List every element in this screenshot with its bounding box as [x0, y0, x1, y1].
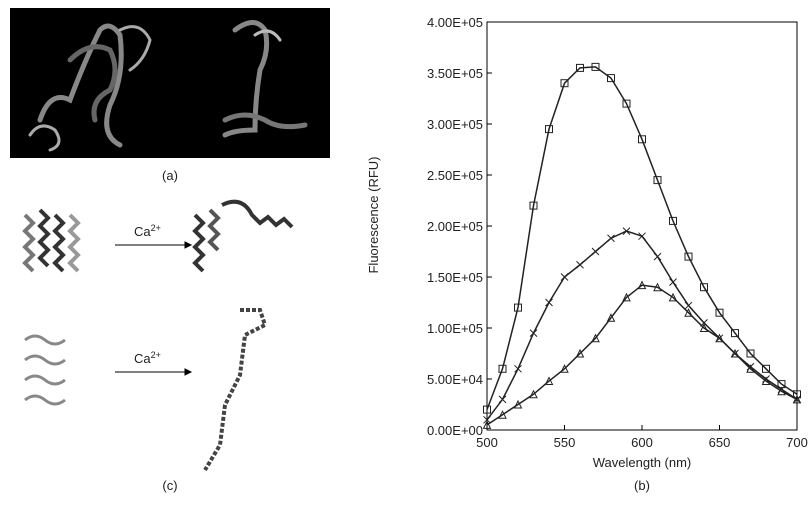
marker-x: [545, 298, 553, 307]
marker-square: [498, 364, 507, 373]
marker-triangle: [482, 420, 492, 429]
y-tick-label: 3.50E+05: [427, 66, 483, 81]
helix-diagrams: [22, 199, 294, 472]
arrow-label: Ca2+: [134, 223, 161, 239]
marker-triangle: [575, 348, 585, 358]
series-line: [486, 284, 798, 426]
y-tick-label: 0.00E+00: [427, 423, 483, 438]
marker-x: [622, 227, 631, 235]
marker-triangle: [529, 389, 538, 399]
x-tick-label: 600: [631, 435, 653, 450]
marker-triangle: [730, 348, 740, 358]
marker-x: [498, 395, 507, 404]
marker-triangle: [622, 292, 631, 302]
marker-x: [684, 301, 693, 310]
marker-triangle: [653, 282, 662, 292]
panel-label: (b): [634, 478, 650, 493]
y-tick-label: 3.00E+05: [427, 117, 483, 132]
marker-x: [653, 252, 662, 261]
arrow-label-base: Ca: [134, 224, 151, 239]
marker-square: [669, 216, 677, 225]
panel-label: (a): [162, 168, 178, 183]
marker-square: [684, 252, 693, 261]
marker-x: [607, 234, 615, 243]
marker-square: [529, 201, 538, 210]
panel-label: (c): [162, 478, 177, 493]
arrow-label-sup: 2+: [151, 350, 161, 360]
marker-square: [715, 308, 724, 317]
protein-image: [10, 8, 330, 158]
series-line: [486, 66, 798, 410]
marker-square: [591, 62, 600, 71]
marker-x: [576, 260, 584, 269]
marker-x: [638, 232, 646, 241]
marker-square: [731, 329, 739, 338]
marker-square: [622, 99, 631, 108]
marker-x: [529, 329, 538, 337]
marker-square: [793, 390, 801, 399]
marker-square: [560, 79, 569, 88]
marker-triangle: [715, 333, 724, 343]
marker-triangle: [746, 364, 755, 373]
marker-triangle: [637, 280, 647, 290]
x-tick-label: 550: [554, 435, 576, 450]
y-tick-label: 2.50E+05: [427, 168, 483, 183]
marker-x: [483, 415, 491, 424]
marker-triangle: [699, 323, 709, 332]
y-tick-label: 4.00E+05: [427, 15, 483, 30]
marker-triangle: [591, 333, 600, 343]
marker-square: [638, 135, 646, 144]
x-axis-label: Wavelength (nm): [593, 455, 692, 470]
marker-triangle: [761, 376, 771, 386]
marker-triangle: [560, 364, 569, 373]
marker-square: [576, 63, 584, 72]
marker-square: [746, 349, 755, 358]
marker-triangle: [498, 410, 507, 419]
marker-x: [591, 247, 600, 256]
marker-square: [762, 364, 770, 373]
protein-ribbons: [28, 20, 308, 152]
marker-triangle: [668, 292, 678, 302]
marker-x: [669, 278, 677, 286]
marker-triangle: [684, 308, 693, 317]
y-tick-label: 1.00E+05: [427, 321, 483, 336]
marker-triangle: [544, 376, 554, 386]
marker-square: [607, 74, 615, 83]
arrow-label-sup: 2+: [151, 223, 161, 233]
x-tick-label: 650: [709, 435, 731, 450]
arrow-label: Ca2+: [134, 350, 161, 366]
marker-square: [514, 303, 522, 312]
marker-square: [483, 405, 491, 414]
marker-x: [560, 273, 569, 281]
y-tick-label: 2.00E+05: [427, 219, 483, 234]
y-tick-label: 1.50E+05: [427, 270, 483, 285]
y-axis-label: Fluorescence (RFU): [366, 156, 381, 273]
marker-triangle: [513, 399, 523, 409]
marker-square: [545, 125, 553, 134]
marker-square: [653, 176, 662, 185]
x-tick-label: 500: [476, 435, 498, 450]
marker-square: [700, 283, 708, 292]
x-tick-label: 700: [786, 435, 808, 450]
marker-triangle: [777, 386, 786, 396]
marker-triangle: [792, 394, 802, 404]
y-tick-label: 5.00E+04: [427, 372, 483, 387]
arrows: [115, 241, 193, 376]
marker-triangle: [606, 313, 616, 322]
arrow-label-base: Ca: [134, 351, 151, 366]
marker-x: [514, 364, 522, 373]
